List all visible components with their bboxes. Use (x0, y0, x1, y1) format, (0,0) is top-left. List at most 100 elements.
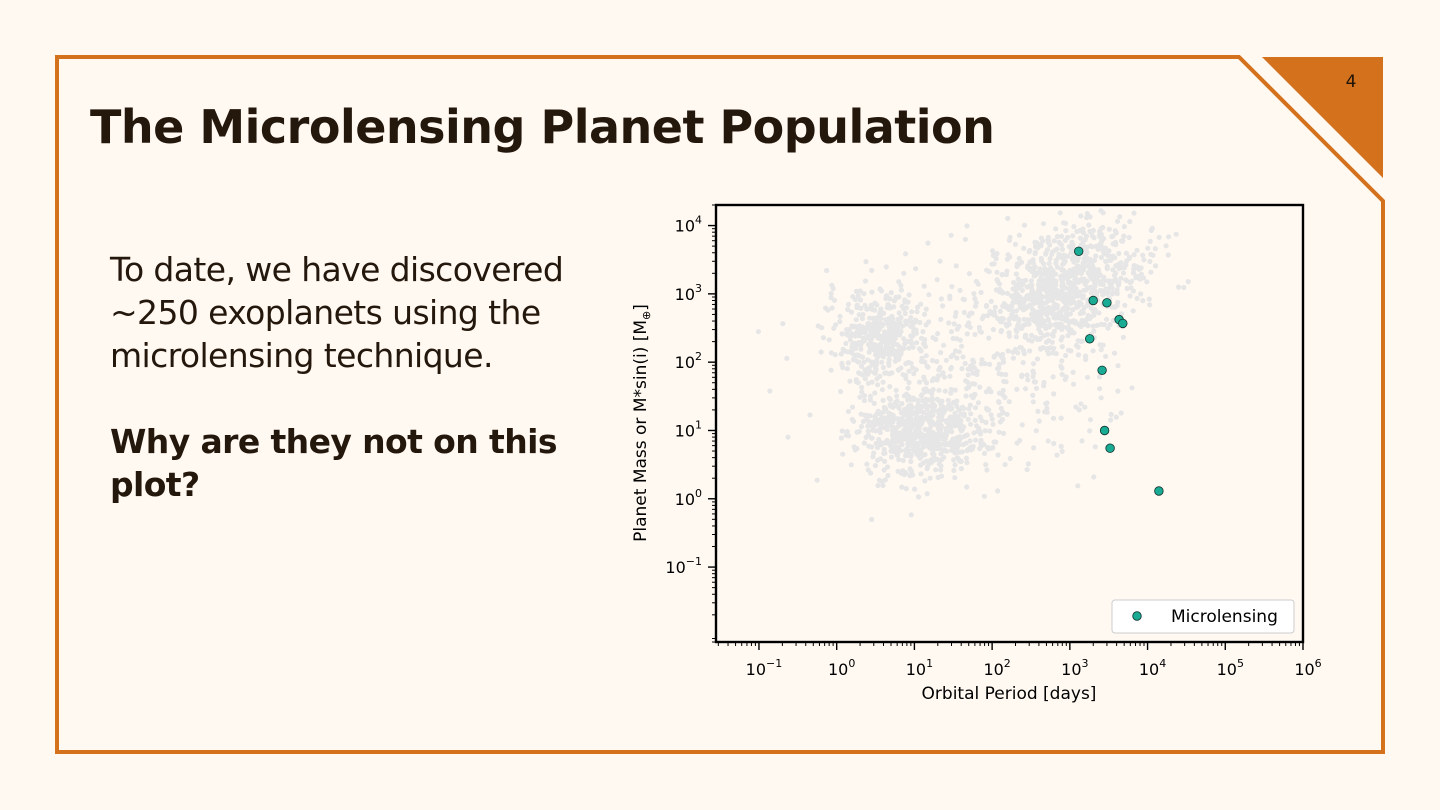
background-point (1016, 281, 1022, 287)
background-point (1129, 385, 1135, 391)
background-point (963, 440, 969, 446)
background-point (997, 308, 1003, 314)
background-point (966, 313, 972, 319)
background-point (954, 355, 960, 361)
background-point (949, 429, 955, 435)
background-point (1117, 214, 1123, 220)
background-point (939, 371, 946, 377)
background-point (903, 361, 909, 367)
background-point (950, 421, 956, 427)
background-point (951, 467, 957, 473)
background-point (872, 332, 878, 338)
background-point (984, 267, 990, 273)
background-point (1012, 346, 1019, 352)
background-point (998, 328, 1004, 335)
background-point (1140, 298, 1146, 304)
background-point (884, 440, 890, 446)
background-point (832, 352, 838, 358)
background-point (949, 284, 955, 290)
background-point (1068, 285, 1074, 292)
x-tick-label: 104 (1139, 657, 1166, 679)
background-point (1138, 265, 1144, 271)
background-point (1036, 326, 1042, 332)
background-point (898, 282, 904, 289)
background-point (924, 363, 930, 369)
background-point (1029, 282, 1035, 288)
background-point (981, 313, 987, 319)
background-point (860, 354, 866, 360)
background-point (1118, 410, 1124, 416)
background-point (1017, 294, 1023, 300)
background-point (1070, 233, 1076, 239)
background-point (977, 445, 983, 452)
background-point (899, 401, 905, 407)
background-point (952, 462, 958, 468)
background-point (893, 387, 899, 393)
background-point (1127, 293, 1133, 299)
background-point (965, 416, 971, 422)
background-point (978, 437, 984, 444)
background-point (1065, 333, 1071, 339)
slide-number: 4 (1345, 72, 1357, 92)
background-point (933, 336, 939, 342)
background-point (890, 315, 896, 321)
background-point (877, 310, 883, 316)
background-point (872, 463, 879, 469)
background-point (872, 370, 878, 376)
background-point (1040, 345, 1046, 351)
background-point (929, 357, 936, 364)
background-point (1102, 289, 1108, 295)
background-point (948, 386, 954, 392)
background-point (1021, 316, 1027, 322)
background-point (992, 304, 998, 310)
background-point (886, 371, 892, 377)
background-point (1030, 368, 1036, 374)
background-point (840, 365, 846, 371)
background-point (938, 467, 944, 473)
background-point (1077, 235, 1083, 241)
background-point (996, 429, 1002, 435)
background-point (857, 394, 863, 400)
background-point (984, 467, 990, 473)
background-point (910, 365, 916, 371)
background-point (906, 443, 912, 449)
background-point (1024, 467, 1030, 473)
background-point (858, 423, 865, 430)
background-point (849, 348, 855, 354)
background-point (1059, 246, 1065, 252)
background-point (1061, 306, 1067, 312)
background-point (888, 335, 894, 341)
background-point (1017, 344, 1023, 350)
background-point (1181, 284, 1187, 291)
background-point (1123, 277, 1129, 283)
microlensing-point (1105, 443, 1115, 453)
background-point (912, 486, 918, 492)
background-point (906, 379, 912, 386)
background-point (894, 444, 900, 450)
background-point (908, 410, 914, 416)
background-point (912, 319, 918, 325)
background-point (1098, 254, 1104, 261)
background-point (1121, 224, 1127, 230)
background-point (917, 319, 923, 326)
background-point (1097, 287, 1103, 294)
background-point (898, 287, 905, 293)
background-point (934, 396, 940, 402)
background-point (1068, 249, 1074, 255)
background-point (857, 288, 863, 294)
background-point (853, 379, 860, 385)
background-point (903, 305, 910, 311)
background-point (1126, 234, 1132, 240)
background-point (864, 461, 870, 467)
background-point (948, 232, 954, 238)
x-tick-label: 103 (1061, 657, 1088, 679)
background-point (1030, 392, 1036, 398)
background-point (914, 309, 920, 315)
background-point (990, 421, 996, 427)
background-point (1066, 274, 1072, 280)
background-point (924, 491, 930, 497)
background-point (981, 450, 988, 456)
background-point (1113, 263, 1119, 269)
background-point (845, 301, 852, 307)
background-point (1053, 302, 1059, 308)
